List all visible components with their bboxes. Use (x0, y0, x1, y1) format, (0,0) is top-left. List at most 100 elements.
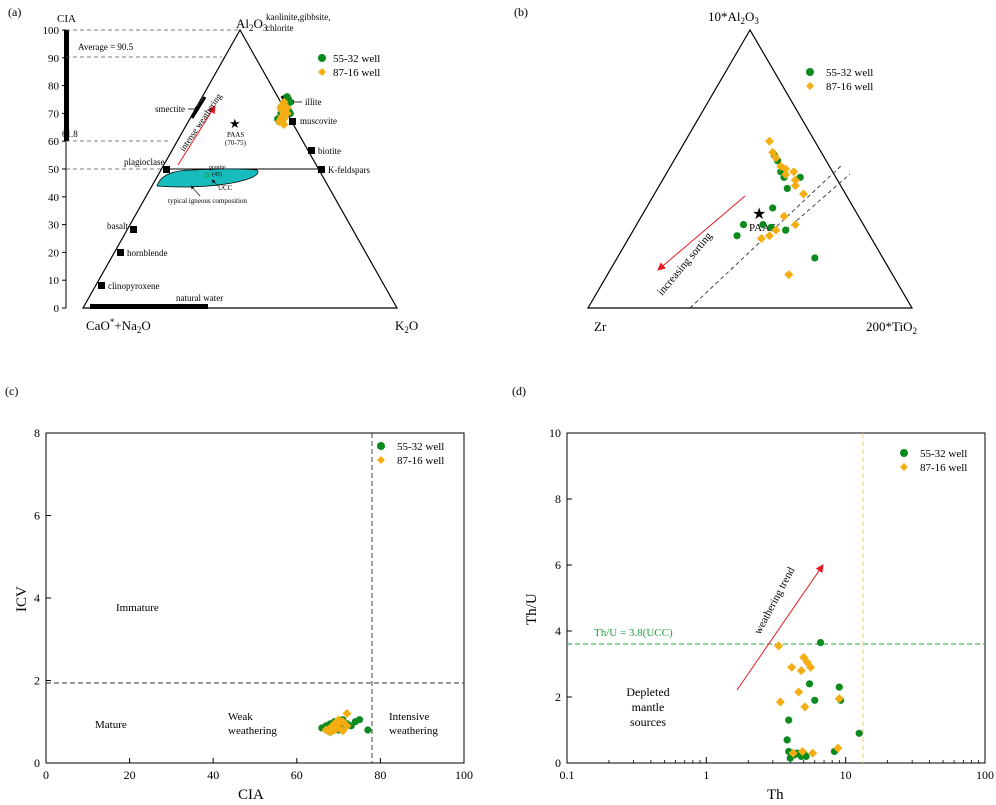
hornblende-marker (117, 249, 124, 256)
panel-a-label: (a) (8, 5, 21, 19)
d-ytick-label: 10 (549, 426, 561, 440)
c-ytick-label: 0 (34, 756, 40, 770)
plagioclase-marker (163, 166, 170, 173)
a-point-87-16 (276, 114, 286, 124)
mineral-hornblende-label: hornblende (127, 248, 168, 258)
cia-tick-label: 10 (48, 275, 60, 287)
d-point-55-32 (835, 683, 843, 691)
b-point-55-32 (739, 221, 748, 229)
c-xtick-label: 0 (43, 768, 49, 782)
d-point-55-32 (811, 696, 819, 704)
legend-d-well1-marker (900, 449, 908, 457)
cia-tick-label: 30 (48, 220, 60, 232)
panel-a-ternary: (a) CIA 0 10 20 30 40 50 60 70 80 90 100 Average =… (8, 5, 418, 335)
b-point-87-16 (771, 153, 781, 163)
mineral-kaolinite-label: kaolinite,gibbsite, (266, 12, 331, 22)
panel-c-label: (c) (5, 384, 18, 398)
weak-label-2: weathering (228, 725, 277, 737)
paas-a-star: ★ (229, 116, 241, 131)
intensive-label-1: Intensive (389, 711, 429, 723)
muscovite-marker (289, 118, 296, 125)
c-point-87-16 (329, 719, 339, 729)
b-point-55-32 (759, 221, 767, 229)
d-point-87-16 (806, 662, 816, 672)
panel-b-points (733, 136, 819, 280)
legend-a-well2-marker (318, 68, 326, 76)
d-point-87-16 (774, 641, 784, 651)
legend-c-well1: 55-32 well (397, 441, 444, 453)
b-point-87-16 (781, 170, 791, 180)
b-point-87-16 (789, 167, 799, 177)
d-ytick-label: 2 (555, 690, 561, 704)
b-point-87-16 (798, 189, 808, 199)
panel-d-xlabel: Th (767, 787, 784, 803)
panel-d-ylabel: Th/U (524, 593, 540, 625)
c-point-87-16 (342, 709, 352, 718)
d-point-55-32 (783, 736, 791, 744)
igneous-field (156, 168, 259, 188)
weak-label-1: Weak (228, 711, 253, 723)
panel-c-ylabel: ICV (14, 586, 30, 612)
d-point-55-32 (816, 638, 825, 647)
a-point-55-32 (286, 98, 294, 106)
panel-c-xlabel: CIA (238, 787, 264, 803)
panel-b-label: (b) (514, 5, 528, 19)
paas-a-label: PAAS (227, 131, 244, 139)
d-point-55-32 (785, 716, 793, 724)
d-point-55-32 (802, 752, 810, 761)
legend-a-well1-marker (318, 54, 326, 62)
a-point-55-32 (283, 93, 291, 101)
basalt-marker (130, 226, 137, 233)
b-point-87-16 (779, 211, 789, 221)
mineral-biotite-label: biotite (318, 146, 341, 156)
ucc-label: UCC (218, 184, 233, 192)
weathering-trend-label: weathering trend (752, 565, 798, 637)
weathering-trend-arrow (736, 564, 824, 691)
sorting-guide-upper (785, 173, 851, 231)
panel-c-chart: (c) 0 20 40 60 80 100 0 2 4 6 8 CIA ICV Immature M… (5, 384, 473, 803)
ucc-pointer (211, 179, 219, 187)
c-point-87-16 (342, 721, 352, 731)
cia-tick-label: 90 (48, 53, 60, 65)
cia-tick-label: 40 (48, 192, 60, 204)
vertex-k2o-label: K2O (395, 318, 418, 335)
intense-weathering-arrow (177, 105, 216, 166)
vertex-b-al2o3-label: 10*Al2O3 (708, 9, 759, 26)
cia-tick-label: 0 (54, 303, 60, 315)
mineral-smectite-label: smectite (155, 104, 185, 114)
cia-average-label: Average = 90.5 (78, 42, 134, 52)
legend-b-well2-marker (806, 82, 814, 90)
legend-b-well2: 87-16 well (826, 81, 873, 93)
d-xtick-label: 10 (840, 768, 852, 782)
panel-d-chart: (d) 0.1 1 10 100 0 2 4 6 8 10 Th Th/U Th/U = 3.8(… (512, 384, 994, 803)
d-ytick-label: 4 (555, 624, 561, 638)
cia-tick-label: 70 (48, 108, 60, 120)
b-point-87-16 (781, 164, 791, 174)
b-point-55-32 (811, 254, 819, 262)
c-ytick-label: 8 (34, 426, 40, 440)
c-point-87-16 (338, 726, 348, 736)
b-point-55-32 (783, 184, 791, 193)
clinopyroxene-marker (98, 282, 105, 289)
d-point-87-16 (794, 687, 804, 697)
d-ytick-label: 0 (555, 756, 561, 770)
legend-c-well2-marker (377, 456, 385, 464)
d-point-55-32 (805, 680, 814, 688)
d-point-87-16 (800, 702, 810, 712)
panel-c-ticks: 0 20 40 60 80 100 0 2 4 6 8 (34, 426, 473, 782)
mineral-chlorite-label: chlorite (266, 23, 294, 33)
d-point-87-16 (798, 746, 808, 756)
c-xtick-label: 60 (291, 768, 303, 782)
legend-c-well2: 87-16 well (397, 455, 444, 467)
b-point-55-32 (782, 226, 790, 234)
cia-axis-ticks: 0 10 20 30 40 50 60 70 80 90 100 (43, 25, 66, 315)
panel-c-points (318, 709, 372, 737)
cia-low-label: 61.8 (62, 129, 78, 139)
d-point-87-16 (788, 748, 798, 758)
cia-tick-label: 20 (48, 247, 60, 259)
b-point-87-16 (790, 220, 800, 230)
panel-b-ternary: (b) 10*Al2O3 Zr 200*TiO2 increasing sort… (514, 5, 917, 336)
vertex-b-tio2-label: 200*TiO2 (866, 319, 917, 336)
b-point-87-16 (790, 181, 800, 191)
legend-b-well1-marker (806, 68, 814, 76)
